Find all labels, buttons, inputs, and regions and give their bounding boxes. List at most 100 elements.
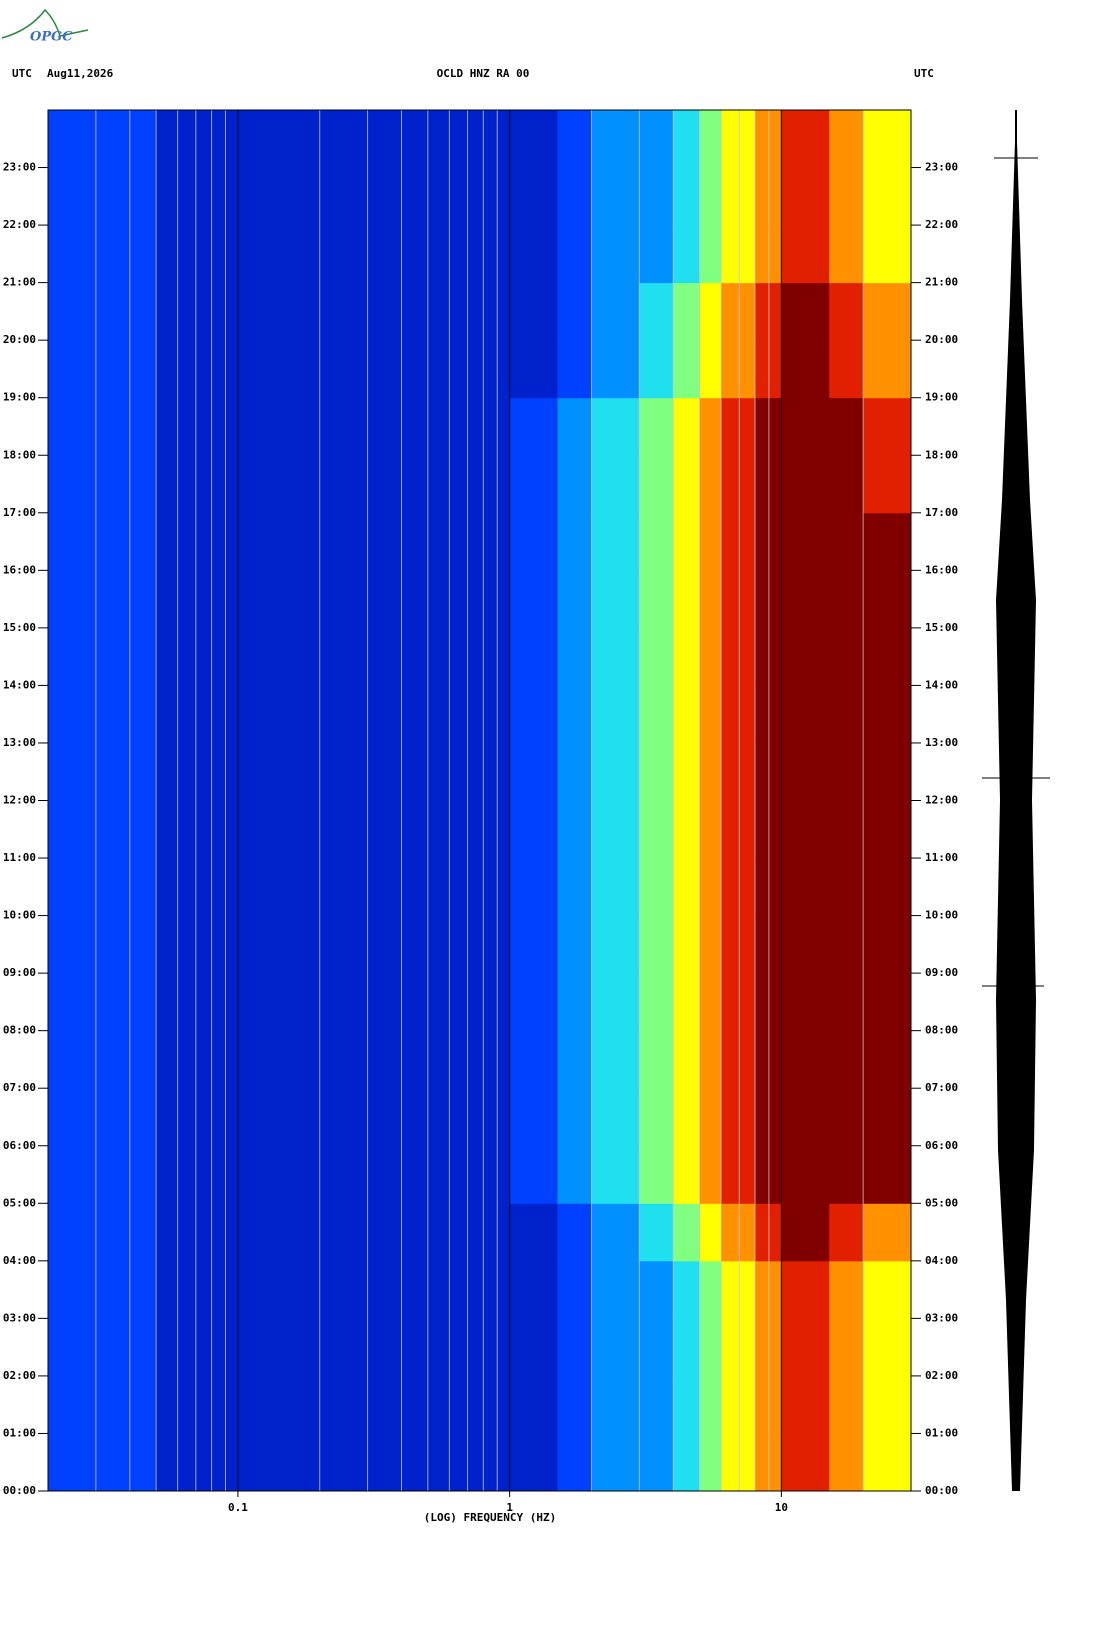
spectrogram-cell xyxy=(699,1433,722,1492)
spectrogram-cell xyxy=(721,685,756,744)
spectrogram-cell xyxy=(781,1260,830,1319)
spectrogram-cell xyxy=(829,1030,864,1089)
spectrogram-cell xyxy=(48,167,157,226)
spectrogram-cell xyxy=(557,1318,592,1377)
spectrogram-cell xyxy=(557,627,592,686)
spectrogram-cell xyxy=(156,858,239,917)
spectrogram-cell xyxy=(319,397,429,456)
spectrogram-cell xyxy=(829,1433,864,1492)
spectrogram-cell xyxy=(591,627,640,686)
spectrogram-cell xyxy=(829,915,864,974)
spectrogram-cell xyxy=(639,225,674,284)
spectrogram-cell xyxy=(699,1318,722,1377)
x-axis-label: (LOG) FREQUENCY (HZ) xyxy=(424,1511,556,1524)
spectrogram-cell xyxy=(829,282,864,341)
spectrogram-cell xyxy=(48,800,157,859)
spectrogram-cell xyxy=(557,685,592,744)
spectrogram-cell xyxy=(673,800,701,859)
spectrogram-cell xyxy=(509,1375,558,1434)
spectrogram-cell xyxy=(237,1088,321,1147)
y-tick-label-right: 13:00 xyxy=(925,736,958,749)
spectrogram-cell xyxy=(829,455,864,514)
spectrogram-cell xyxy=(427,627,511,686)
spectrogram-cell xyxy=(557,742,592,801)
spectrogram-cell xyxy=(156,110,239,169)
spectrogram-cell xyxy=(673,282,701,341)
spectrogram-cell xyxy=(557,1088,592,1147)
y-tick-label: 18:00 xyxy=(3,448,36,461)
spectrogram-cell xyxy=(319,800,429,859)
spectrogram-cell xyxy=(237,282,321,341)
spectrogram-cell xyxy=(48,1433,157,1492)
spectrogram-cell xyxy=(509,455,558,514)
spectrogram-cell xyxy=(863,397,912,456)
spectrogram-cell xyxy=(427,1318,511,1377)
y-tick-label-right: 01:00 xyxy=(925,1426,958,1439)
spectrogram-cell xyxy=(721,800,756,859)
spectrogram-cell xyxy=(781,340,830,399)
spectrogram-cell xyxy=(591,570,640,629)
spectrogram-cell xyxy=(319,282,429,341)
spectrogram-cell xyxy=(673,1145,701,1204)
spectrogram-cell xyxy=(319,973,429,1032)
y-tick-label: 22:00 xyxy=(3,218,36,231)
spectrogram-cell xyxy=(721,1088,756,1147)
spectrogram-cell xyxy=(237,1433,321,1492)
spectrogram-cell xyxy=(863,225,912,284)
spectrogram-cell xyxy=(639,915,674,974)
spectrogram-cell xyxy=(319,455,429,514)
y-tick-label-right: 10:00 xyxy=(925,909,958,922)
spectrogram-cell xyxy=(721,915,756,974)
spectrogram-cell xyxy=(699,742,722,801)
spectrogram-cell xyxy=(509,340,558,399)
spectrogram-cell xyxy=(557,570,592,629)
spectrogram-cell xyxy=(237,570,321,629)
spectrogram-cell xyxy=(48,1318,157,1377)
spectrogram-cell xyxy=(48,1375,157,1434)
y-tick-label: 12:00 xyxy=(3,794,36,807)
y-tick-label-right: 21:00 xyxy=(925,276,958,289)
spectrogram-cell xyxy=(557,110,592,169)
spectrogram-cell xyxy=(237,1203,321,1262)
spectrogram-cell xyxy=(639,973,674,1032)
y-tick-label-right: 15:00 xyxy=(925,621,958,634)
spectrogram-cell xyxy=(829,1375,864,1434)
spectrogram-cell xyxy=(509,1145,558,1204)
spectrogram-cell xyxy=(557,973,592,1032)
spectrogram-cell xyxy=(557,225,592,284)
y-tick-label-right: 12:00 xyxy=(925,794,958,807)
spectrogram-cell xyxy=(319,1318,429,1377)
spectrogram-cell xyxy=(673,225,701,284)
spectrogram-cell xyxy=(673,1260,701,1319)
spectrogram-cell xyxy=(48,282,157,341)
spectrogram-cell xyxy=(591,1088,640,1147)
spectrogram-cell xyxy=(557,512,592,571)
spectrogram-cell xyxy=(509,512,558,571)
spectrogram-cell xyxy=(509,1203,558,1262)
spectrogram-cell xyxy=(509,1433,558,1492)
spectrogram-cell xyxy=(829,1088,864,1147)
spectrogram-cell xyxy=(427,570,511,629)
spectrogram-cell xyxy=(237,225,321,284)
spectrogram-cell xyxy=(591,512,640,571)
spectrogram-cell xyxy=(591,800,640,859)
spectrogram-cell xyxy=(699,225,722,284)
spectrogram-cell xyxy=(557,167,592,226)
spectrogram-cell xyxy=(237,1145,321,1204)
spectrogram-cell xyxy=(863,570,912,629)
spectrogram-cell xyxy=(699,685,722,744)
y-tick-label: 21:00 xyxy=(3,276,36,289)
spectrogram-cell xyxy=(829,340,864,399)
spectrogram-cell xyxy=(48,1260,157,1319)
spectrogram-cell xyxy=(591,397,640,456)
spectrogram-cell xyxy=(781,973,830,1032)
y-tick-label: 07:00 xyxy=(3,1081,36,1094)
spectrogram-cell xyxy=(427,512,511,571)
spectrogram-cell xyxy=(863,1260,912,1319)
spectrogram-cell xyxy=(699,800,722,859)
spectrogram-cell xyxy=(721,167,756,226)
spectrogram-cell xyxy=(48,340,157,399)
spectrogram-cell xyxy=(829,110,864,169)
y-tick-label: 11:00 xyxy=(3,851,36,864)
spectrogram-cell xyxy=(863,1145,912,1204)
